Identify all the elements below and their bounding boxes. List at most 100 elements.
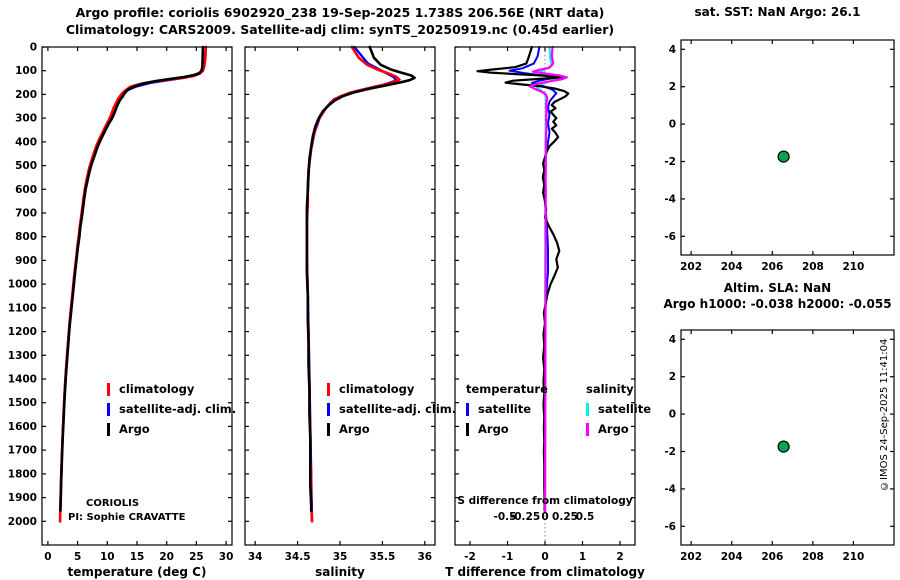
legend-item-satellite-s: satellite — [586, 399, 651, 419]
y-tick-label: 2 — [669, 81, 676, 93]
x-tick-label: 210 — [842, 551, 864, 563]
x-tick-label: 208 — [802, 551, 824, 563]
plot-box — [41, 46, 233, 546]
sla-map-subtitle: Argo h1000: -0.038 h2000: -0.055 — [663, 297, 892, 311]
plot-box — [244, 46, 436, 546]
sst-map-title: sat. SST: NaN Argo: 26.1 — [694, 5, 861, 19]
x-tick-label: 35.5 — [369, 551, 395, 563]
s-axis-tick-label: 0.25 — [552, 511, 578, 523]
x-tick-label: -1 — [502, 551, 514, 563]
legend-item-argo: Argo — [107, 419, 236, 439]
x-axis-label: T difference from climatology — [445, 565, 645, 579]
legend-item-climatology: climatology — [107, 379, 236, 399]
satellite-s-line-swatch — [586, 402, 589, 416]
x-tick-label: 36 — [417, 551, 432, 563]
y-tick-label: 4 — [669, 44, 676, 56]
y-tick-label: 800 — [15, 231, 37, 243]
float-position-dot — [777, 440, 790, 453]
climatology-line — [305, 45, 401, 523]
y-tick-label: 1900 — [8, 492, 37, 504]
legend-item-argo: Argo — [327, 419, 456, 439]
x-tick-label: 206 — [761, 261, 783, 273]
x-tick-label: 25 — [189, 551, 204, 563]
y-tick-label: 1000 — [8, 279, 37, 291]
legend-label: climatology — [339, 382, 415, 396]
y-tick-label: -4 — [664, 193, 676, 205]
argo-line-swatch — [327, 422, 330, 436]
legend-item-argo-t: Argo — [466, 419, 548, 439]
legend-item-climatology: climatology — [327, 379, 456, 399]
x-tick-label: 15 — [130, 551, 145, 563]
x-tick-label: -2 — [464, 551, 476, 563]
x-axis-label: temperature (deg C) — [68, 565, 207, 579]
y-tick-label: 200 — [15, 89, 37, 101]
legend-item-satellite-adj-clim: satellite-adj. clim. — [327, 399, 456, 419]
y-tick-label: 700 — [15, 208, 37, 220]
x-tick-label: 210 — [842, 261, 864, 273]
y-tick-label: 1400 — [8, 374, 37, 386]
sla-map-title: Altim. SLA: NaN — [723, 281, 832, 295]
coriolis-annotation: CORIOLIS — [86, 498, 140, 509]
x-tick-label: 0 — [541, 551, 548, 563]
salinity-profile: 34 34.5 35 35.5 36 salinity — [244, 45, 436, 579]
y-tick-label: 1800 — [8, 468, 37, 480]
figure-title-line2: Climatology: CARS2009. Satellite-adj cli… — [65, 22, 615, 37]
climatology-line-swatch — [107, 382, 110, 396]
y-tick-label: 1700 — [8, 445, 37, 457]
x-tick-label: 34.5 — [285, 551, 311, 563]
difference-legend-salinity: salinity satellite Argo — [586, 379, 651, 439]
argo-line-swatch — [107, 422, 110, 436]
satellite-adj-clim-line — [58, 45, 207, 523]
y-tick-label: 0 — [669, 409, 676, 421]
legend-label: satellite-adj. clim. — [119, 402, 237, 416]
x-tick-label: 1 — [579, 551, 586, 563]
y-tick-label: 300 — [15, 113, 37, 125]
legend-item-satellite-t: satellite — [466, 399, 548, 419]
y-tick-label: -2 — [664, 446, 676, 458]
y-tick-label: 2 — [669, 371, 676, 383]
plot-box — [680, 329, 895, 546]
y-tick-label: -6 — [664, 521, 676, 533]
y-tick-label: 4 — [669, 334, 676, 346]
legend-label: Argo — [339, 422, 370, 436]
y-tick-label: 100 — [15, 65, 37, 77]
argo-t-line-swatch — [466, 422, 469, 436]
x-tick-label: 20 — [159, 551, 174, 563]
x-tick-label: 5 — [74, 551, 81, 563]
x-tick-label: 10 — [100, 551, 115, 563]
difference-legend-temperature: temperature satellite Argo — [466, 379, 548, 439]
x-tick-label: 204 — [721, 551, 743, 563]
argo-salinity-line — [528, 45, 568, 513]
x-tick-label: 204 — [721, 261, 743, 273]
y-tick-label: 0 — [669, 119, 676, 131]
temperature-panel-legend: climatology satellite-adj. clim. Argo — [107, 379, 236, 439]
s-difference-axis-label: S difference from climatology — [457, 495, 633, 507]
legend-item-satellite-adj-clim: satellite-adj. clim. — [107, 399, 236, 419]
x-axis-label: salinity — [315, 565, 365, 579]
satellite-clim-line-swatch — [107, 402, 110, 416]
y-tick-label: 0 — [30, 42, 37, 54]
plot-box — [680, 39, 895, 256]
satellite-clim-line-swatch — [327, 402, 330, 416]
x-tick-label: 206 — [761, 551, 783, 563]
x-tick-label: 34 — [248, 551, 263, 563]
legend-item-argo-s: Argo — [586, 419, 651, 439]
y-tick-label: 1600 — [8, 421, 37, 433]
y-tick-label: 900 — [15, 255, 37, 267]
legend-label: Argo — [119, 422, 150, 436]
x-tick-label: 202 — [680, 261, 702, 273]
imos-watermark: ©IMOS 24-Sep-2025 11:41:04 — [879, 338, 890, 491]
climatology-line-swatch — [327, 382, 330, 396]
x-tick-label: 35 — [333, 551, 348, 563]
y-tick-label: 1500 — [8, 397, 37, 409]
y-tick-label: 1100 — [8, 302, 37, 314]
difference-profile: -2 -1 0 1 2 T difference from climatology — [445, 45, 645, 579]
y-tick-label: -4 — [664, 483, 676, 495]
s-axis-tick-label: -0.5 — [493, 511, 517, 523]
temperature-profile: 0 5 10 15 20 25 300100200300400500600700800900… — [8, 42, 234, 580]
y-tick-label: 1300 — [8, 350, 37, 362]
legend-label: satellite — [478, 402, 532, 416]
s-axis-tick-label: 0 — [541, 511, 549, 523]
